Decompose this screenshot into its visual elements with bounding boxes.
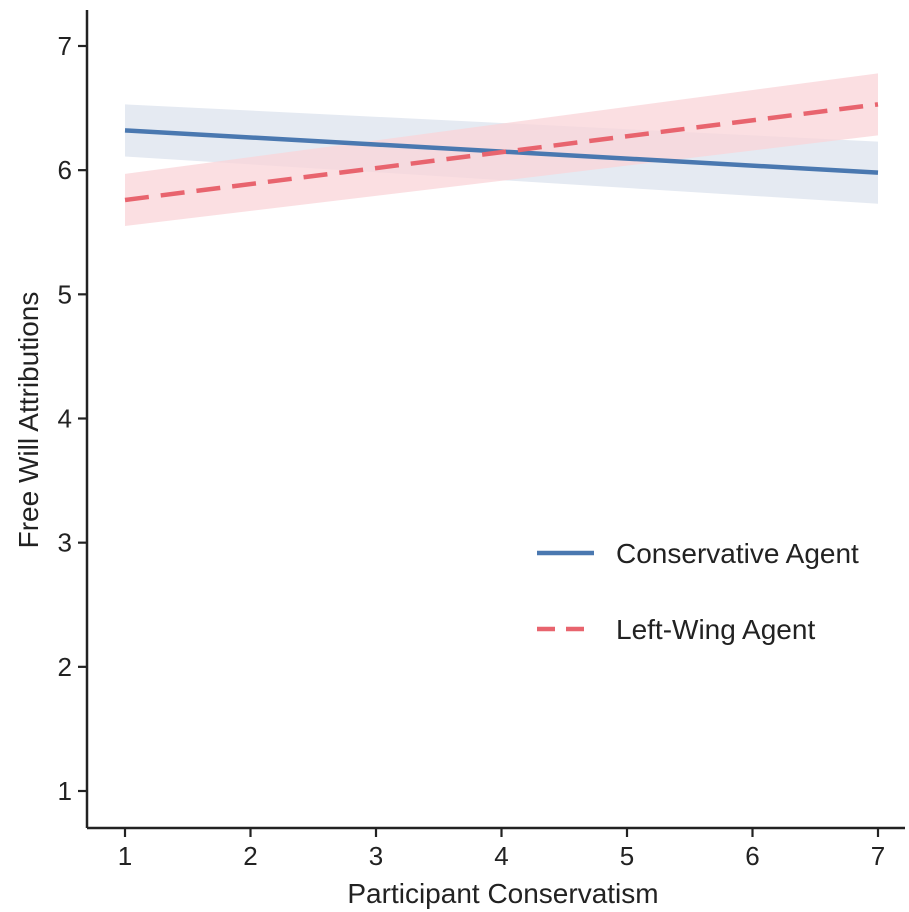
series-line-2 [124,102,879,203]
x-axis-ticks: 1 2 3 4 5 6 7 [118,828,885,871]
x-tick-label: 5 [620,841,634,871]
x-tick-label: 3 [369,841,383,871]
x-tick-label: 7 [871,841,885,871]
y-tick-label: 5 [58,279,72,309]
x-tick-label: 2 [243,841,257,871]
y-tick-label: 6 [58,155,72,185]
y-axis-label: Free Will Attributions [13,292,44,549]
x-tick-label: 6 [745,841,759,871]
series-lines [124,102,879,203]
legend-label-2: Left-Wing Agent [616,614,815,645]
y-tick-label: 2 [58,652,72,682]
legend: Conservative Agent Left-Wing Agent [537,538,859,645]
y-tick-label: 1 [58,776,72,806]
y-tick-label: 3 [58,528,72,558]
y-axis-ticks: 1 2 3 4 5 6 7 [58,31,87,806]
x-tick-label: 1 [118,841,132,871]
x-axis-label: Participant Conservatism [347,878,658,909]
legend-label-1: Conservative Agent [616,538,859,569]
y-tick-label: 7 [58,31,72,61]
y-tick-label: 4 [58,404,72,434]
x-tick-label: 4 [494,841,508,871]
